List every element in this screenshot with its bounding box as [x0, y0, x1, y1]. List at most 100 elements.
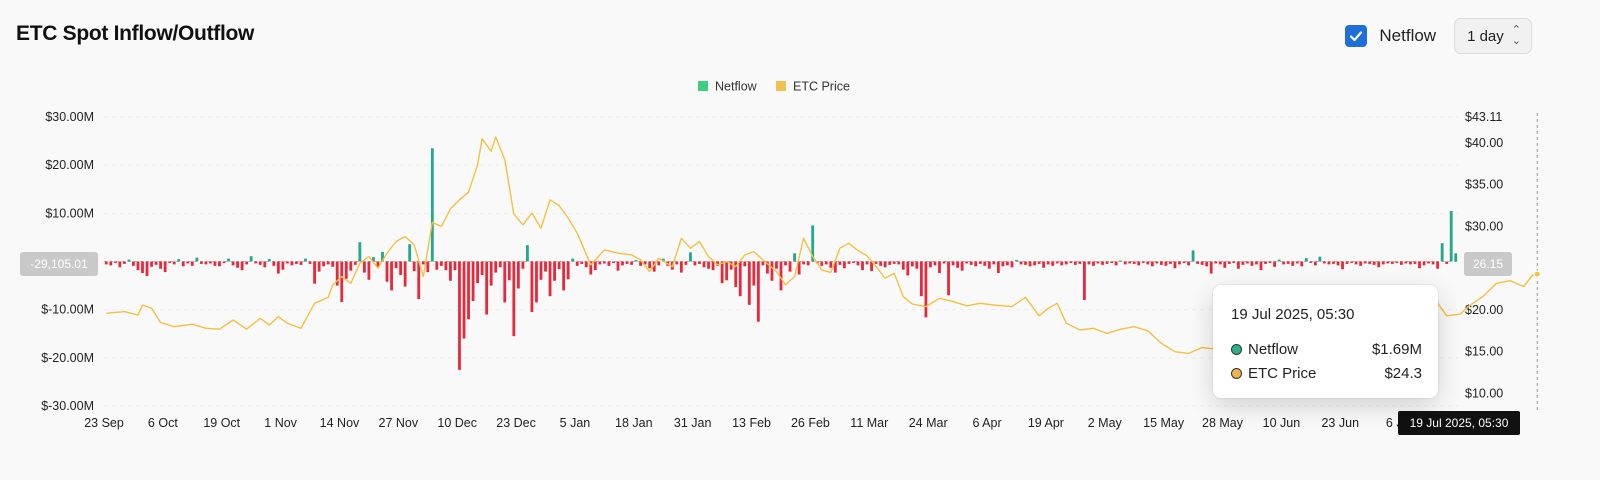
netflow-bar — [449, 261, 452, 281]
legend-swatch — [776, 81, 786, 91]
x-tick-label: 24 Mar — [909, 416, 948, 430]
netflow-bar — [1241, 261, 1245, 265]
netflow-bar — [1010, 261, 1014, 268]
netflow-bar — [1191, 250, 1195, 262]
netflow-bar — [1024, 261, 1027, 265]
netflow-bar — [104, 261, 108, 265]
netflow-bar — [181, 261, 185, 267]
netflow-bar — [1341, 261, 1344, 270]
x-tick-label: 27 Nov — [379, 416, 419, 430]
netflow-bar — [1345, 261, 1349, 264]
netflow-bar — [1246, 261, 1249, 264]
netflow-bar — [304, 258, 307, 262]
netflow-bar — [258, 261, 262, 265]
netflow-bar — [847, 261, 851, 264]
netflow-bar — [811, 225, 815, 262]
netflow-bar — [652, 261, 656, 272]
netflow-bar — [729, 261, 733, 270]
netflow-bar — [820, 261, 824, 266]
netflow-bar — [1295, 261, 1299, 264]
netflow-bar — [1255, 261, 1258, 265]
netflow-bar — [403, 261, 407, 287]
x-tick-label: 19 Oct — [203, 416, 240, 430]
netflow-bar — [1445, 261, 1449, 264]
netflow-bar — [1336, 261, 1340, 266]
netflow-bar — [802, 261, 806, 265]
netflow-bar — [1110, 261, 1113, 263]
netflow-bar — [1164, 261, 1168, 266]
netflow-bar — [281, 261, 285, 270]
netflow-bar — [295, 261, 298, 264]
legend-label: Netflow — [715, 80, 758, 94]
netflow-bar — [1313, 261, 1317, 266]
netflow-bar — [1092, 261, 1095, 266]
netflow-bar — [870, 261, 873, 272]
netflow-bar — [838, 261, 842, 265]
netflow-bar — [317, 261, 321, 272]
netflow-bar — [1146, 261, 1150, 265]
netflow-bar — [127, 259, 131, 262]
netflow-bar — [376, 261, 380, 268]
netflow-bar — [852, 261, 855, 263]
netflow-bar — [1119, 260, 1123, 262]
netflow-bar — [209, 261, 212, 264]
netflow-bar — [589, 261, 593, 275]
netflow-bar — [1449, 210, 1453, 262]
netflow-bar — [195, 257, 199, 262]
netflow-toggle-label[interactable]: Netflow — [1379, 26, 1437, 45]
chevron-updown-icon: ⌃ ⌄ — [1511, 24, 1521, 47]
netflow-bar — [829, 261, 833, 268]
netflow-bar — [775, 261, 778, 269]
left-tick-label: $-10.00M — [41, 303, 94, 317]
netflow-bar — [593, 261, 597, 271]
netflow-bar — [571, 258, 575, 262]
netflow-bar — [711, 261, 715, 271]
netflow-bar — [747, 261, 751, 305]
netflow-bar — [634, 260, 638, 262]
netflow-bar — [1323, 261, 1326, 264]
netflow-bar — [1173, 261, 1177, 269]
netflow-bar — [797, 261, 801, 275]
netflow-bar — [526, 245, 529, 262]
netflow-bar — [1304, 258, 1308, 262]
netflow-bar — [1105, 261, 1109, 264]
legend-label: ETC Price — [793, 80, 850, 94]
netflow-bar — [684, 261, 688, 265]
right-tick-label: $35.00 — [1465, 178, 1503, 192]
netflow-bar — [218, 261, 221, 267]
netflow-bar — [381, 251, 384, 262]
netflow-bar — [1327, 261, 1331, 265]
left-tick-label: $10.00M — [45, 206, 94, 220]
netflow-bar — [607, 261, 611, 266]
netflow-bar — [1250, 261, 1254, 266]
netflow-bar — [1150, 261, 1154, 267]
netflow-bar — [879, 261, 883, 266]
netflow-bar — [915, 261, 919, 269]
netflow-bar — [1169, 261, 1172, 264]
left-tick-label: $-20.00M — [41, 351, 94, 365]
netflow-bar — [204, 261, 208, 265]
netflow-bar — [1155, 261, 1159, 264]
x-tick-label: 6 Oct — [148, 416, 178, 430]
netflow-bar — [584, 261, 588, 268]
netflow-bar — [521, 261, 525, 269]
netflow-bar — [1069, 261, 1073, 263]
right-tick-label: $30.00 — [1465, 219, 1503, 233]
netflow-bar — [602, 261, 606, 264]
netflow-bar — [240, 261, 244, 271]
netflow-bar — [1214, 261, 1218, 264]
netflow-checkbox[interactable] — [1345, 25, 1368, 47]
netflow-bar — [168, 261, 172, 263]
netflow-bar — [969, 261, 973, 265]
interval-select[interactable]: 1 day ⌃ ⌄ — [1454, 18, 1532, 54]
netflow-bar — [485, 261, 489, 315]
netflow-bar — [458, 261, 461, 370]
netflow-bar — [516, 261, 520, 289]
netflow-bar — [752, 261, 756, 286]
netflow-bar — [779, 261, 783, 291]
netflow-bar — [254, 261, 258, 264]
netflow-bar — [344, 261, 348, 279]
legend-swatch — [698, 81, 708, 91]
netflow-bar — [1372, 261, 1376, 265]
